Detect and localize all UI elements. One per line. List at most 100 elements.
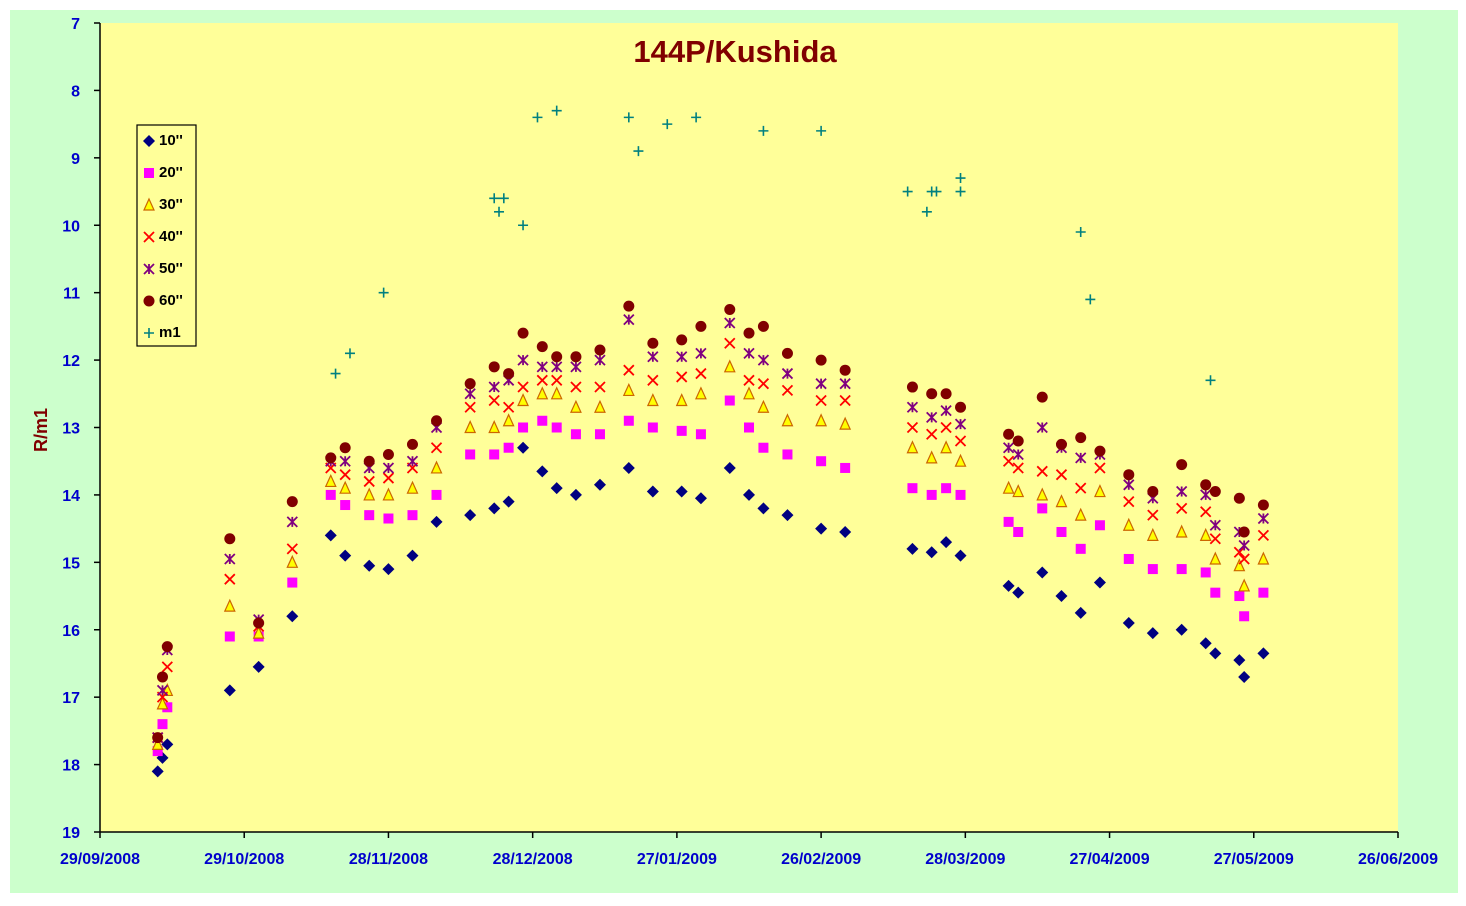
point [955, 186, 966, 197]
point [161, 738, 174, 751]
point [1175, 623, 1188, 636]
point [815, 378, 827, 390]
point [902, 186, 913, 197]
point [1002, 442, 1015, 454]
point [743, 347, 755, 359]
point [464, 378, 476, 390]
point [1094, 445, 1106, 457]
point [517, 381, 529, 393]
point [570, 399, 582, 413]
point [536, 341, 548, 353]
point [382, 563, 395, 576]
point [1055, 469, 1068, 481]
legend-marker [143, 197, 155, 211]
point [1074, 606, 1087, 619]
point [839, 364, 851, 376]
series-3 [152, 337, 1270, 744]
legend-label: 20'' [159, 164, 183, 181]
point [1123, 479, 1135, 491]
point [623, 313, 635, 326]
point [224, 631, 235, 642]
point [517, 354, 529, 366]
point [1175, 524, 1188, 538]
point [954, 453, 967, 467]
point [646, 485, 659, 498]
point [518, 422, 529, 433]
y-tick-label: 19 [62, 825, 80, 842]
point [339, 442, 351, 454]
series-5 [152, 300, 1269, 744]
point [757, 378, 770, 390]
point [503, 442, 514, 453]
legend-marker [144, 168, 154, 178]
point [1146, 527, 1159, 541]
point [550, 482, 563, 495]
legend-marker [143, 295, 155, 307]
point [743, 386, 755, 400]
point [382, 448, 394, 460]
point [1200, 506, 1212, 518]
point [325, 489, 336, 500]
y-tick-label: 18 [62, 758, 80, 775]
point [1056, 526, 1067, 537]
point [1037, 503, 1048, 514]
point [675, 393, 688, 407]
point [517, 441, 530, 454]
point [223, 684, 236, 697]
point [406, 480, 419, 494]
point [781, 347, 793, 359]
point [940, 388, 952, 400]
point [906, 401, 919, 413]
x-tick-label: 28/12/2008 [493, 851, 573, 868]
point [1012, 462, 1024, 474]
point [925, 450, 938, 464]
point [1176, 564, 1187, 575]
point [1238, 670, 1251, 683]
point [502, 495, 515, 508]
point [724, 337, 736, 349]
point [926, 489, 937, 500]
point [1209, 533, 1221, 545]
point [1075, 482, 1087, 494]
point [694, 492, 707, 505]
x-tick-label: 28/03/2009 [925, 851, 1005, 868]
point [1239, 611, 1250, 622]
point [1147, 486, 1159, 498]
point [1147, 564, 1158, 575]
point [1176, 459, 1188, 471]
point [1055, 494, 1068, 508]
point [1122, 617, 1135, 630]
y-tick-label: 12 [62, 353, 80, 370]
point [954, 418, 967, 430]
x-tick-label: 27/05/2009 [1214, 851, 1294, 868]
point [1258, 587, 1269, 598]
series-0 [151, 441, 1270, 778]
point [623, 112, 634, 123]
point [551, 351, 563, 363]
point [407, 510, 418, 521]
point [940, 440, 953, 454]
point [1075, 432, 1087, 444]
point [1238, 578, 1251, 592]
point [1210, 587, 1221, 598]
point [517, 393, 529, 407]
x-tick-label: 26/02/2009 [781, 851, 861, 868]
point [1003, 428, 1015, 440]
point [907, 483, 918, 494]
y-tick-label: 14 [62, 488, 80, 505]
point [537, 415, 548, 426]
point [1257, 499, 1269, 511]
x-tick-label: 27/04/2009 [1070, 851, 1150, 868]
point [647, 351, 659, 363]
point [647, 374, 659, 386]
point [517, 327, 529, 339]
y-tick-label: 10 [62, 218, 80, 235]
point [488, 394, 500, 407]
point [1036, 465, 1048, 477]
point [906, 440, 919, 454]
point [955, 489, 966, 500]
legend-label: 40'' [159, 228, 183, 245]
point [1085, 294, 1096, 305]
point [594, 381, 606, 393]
